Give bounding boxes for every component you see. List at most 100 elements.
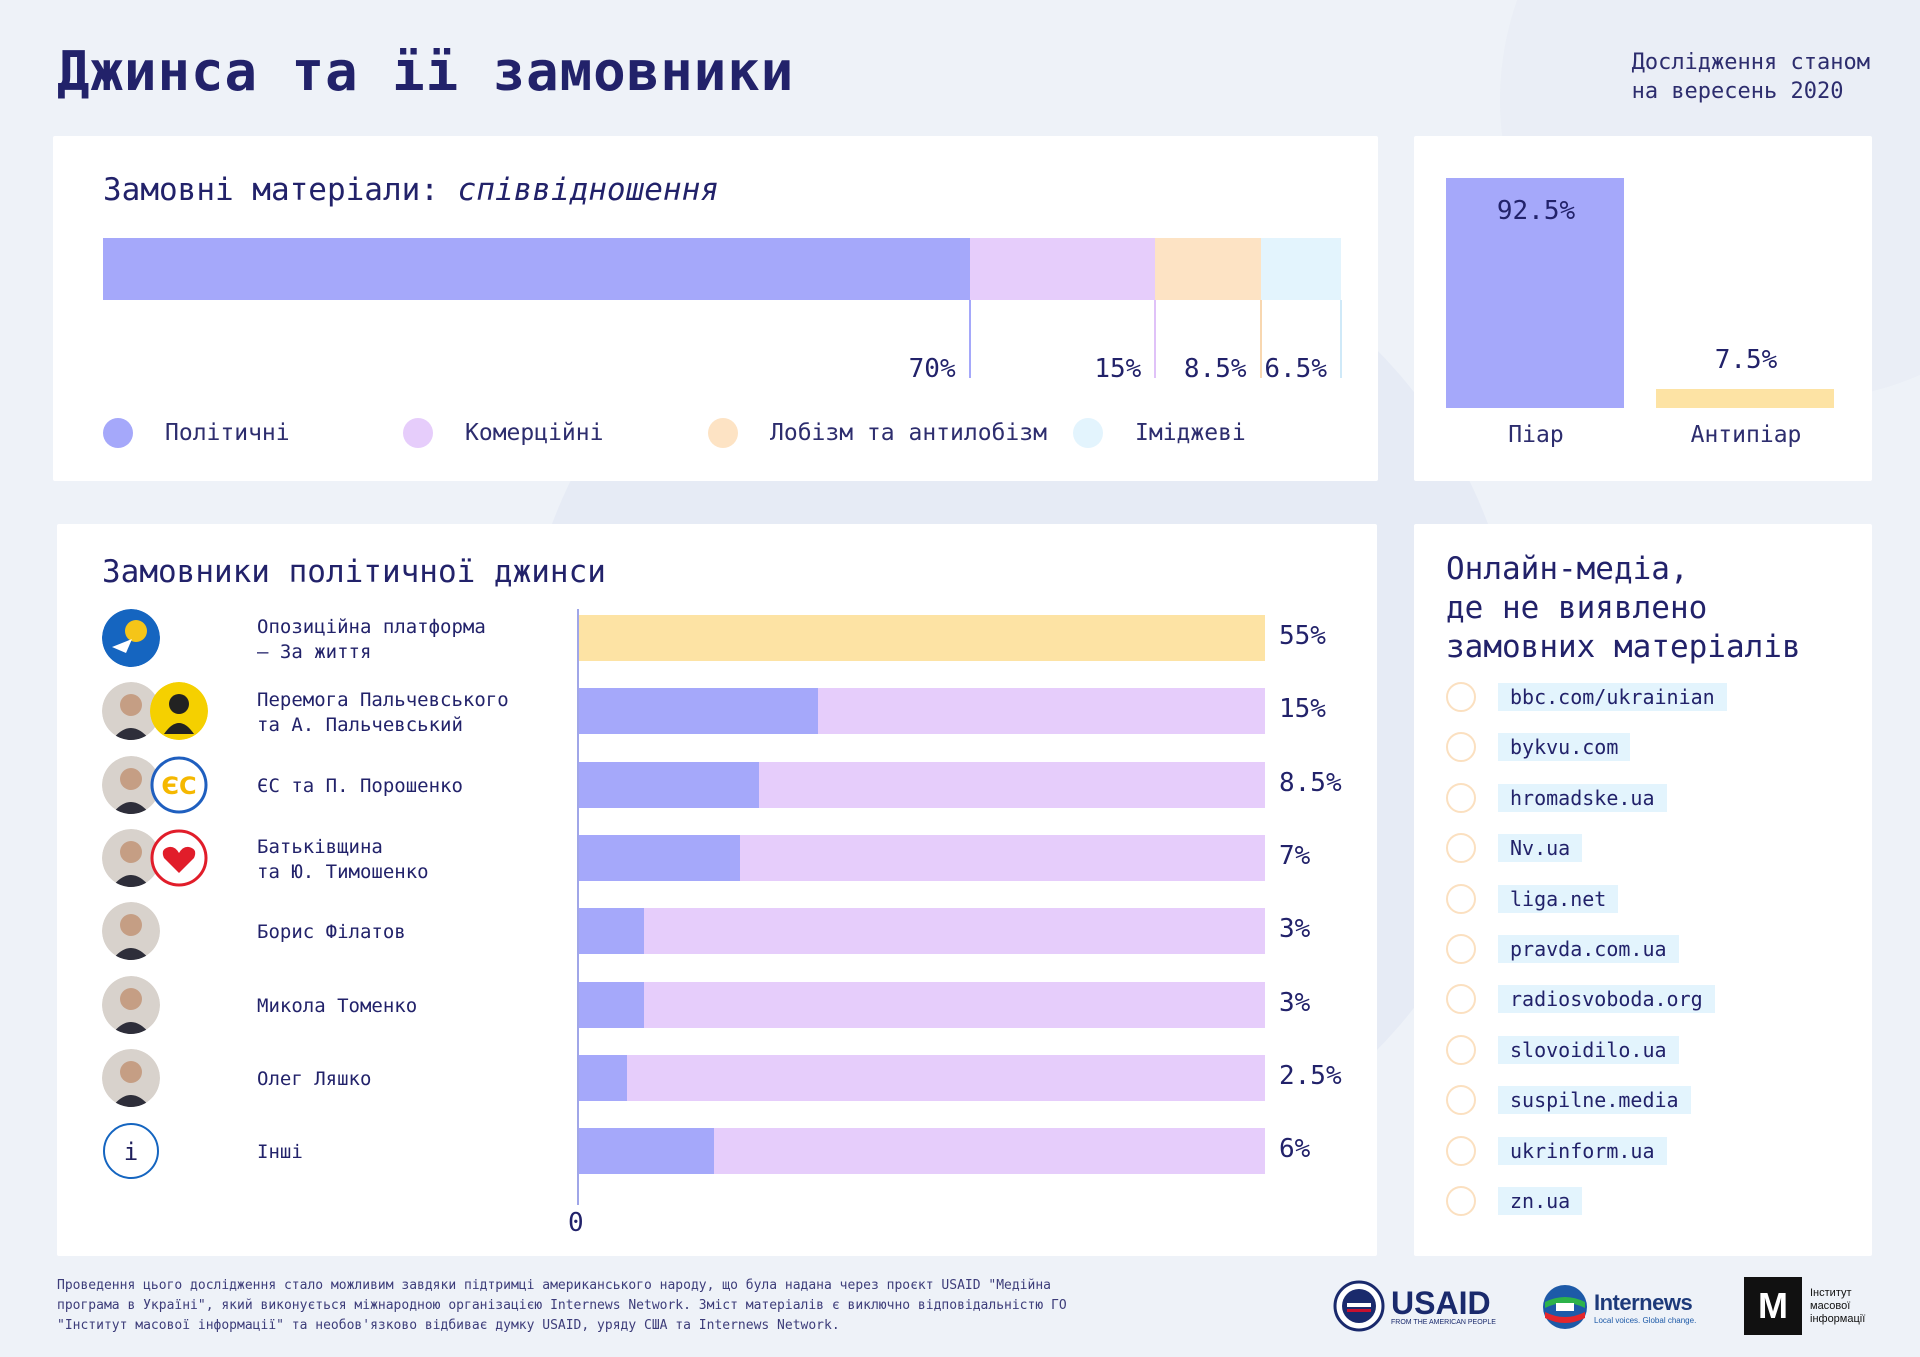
stack-segment — [1155, 238, 1261, 300]
portrait-avatar — [102, 1048, 160, 1107]
stack-value-label: 70% — [908, 354, 956, 384]
subtitle-line: на вересень 2020 — [1631, 79, 1844, 104]
ratio-title-main: Замовні матеріали: — [103, 172, 439, 208]
client-bar — [579, 1054, 1265, 1101]
client-name: Батьківщина та Ю. Тимошенко — [257, 835, 429, 883]
media-list-item: Nv.ua — [1446, 833, 1583, 864]
imi-name: Інститут масової інформації — [1810, 1286, 1866, 1325]
ratio-title-italic: співвідношення — [457, 172, 719, 208]
circle-icon — [1446, 682, 1476, 712]
media-domain: liga.net — [1498, 884, 1619, 913]
client-value-label: 3% — [1279, 987, 1311, 1018]
portrait-avatar — [102, 828, 160, 887]
usaid-seal-icon — [1333, 1280, 1385, 1332]
client-value-label: 6% — [1279, 1134, 1311, 1165]
legend-item: Іміджеві — [1073, 418, 1246, 448]
client-name: Інші — [257, 1141, 303, 1164]
legend-label: Комерційні — [465, 420, 604, 446]
imi-logo: М Інститут масової інформації — [1744, 1277, 1865, 1335]
client-row: Опозиційна платформа – За життя 55% — [57, 609, 1377, 669]
portrait-avatar — [102, 902, 160, 961]
pr-value-label: 92.5% — [1496, 196, 1576, 226]
pr-bar — [1656, 389, 1834, 408]
client-row: Олег Ляшко 2.5% — [57, 1048, 1377, 1109]
page-subtitle: Дослідження станом на вересень 2020 — [1632, 48, 1870, 106]
internews-globe-icon — [1543, 1285, 1587, 1329]
circle-icon — [1446, 1085, 1476, 1116]
client-row: Микола Томенко 3% — [57, 975, 1377, 1036]
client-name: Микола Томенко — [257, 994, 418, 1017]
client-name: Борис Філатов — [257, 921, 406, 944]
media-list-item: bykvu.com — [1446, 732, 1631, 763]
client-bar-fill — [579, 761, 759, 808]
client-bar — [579, 908, 1265, 955]
circle-icon — [1446, 1034, 1476, 1065]
imi-m-icon: М — [1744, 1277, 1802, 1335]
party-logo-icon — [150, 829, 208, 887]
stack-tick — [1154, 300, 1157, 378]
client-value-label: 7% — [1279, 840, 1311, 871]
usaid-name: USAID — [1391, 1284, 1491, 1321]
legend-label: Лобізм та антилобізм — [770, 420, 1047, 446]
pr-value-label: 7.5% — [1714, 345, 1778, 376]
pr-card: 92.5% Піар 7.5% Антипіар — [1414, 136, 1872, 481]
circle-icon — [1446, 984, 1476, 1015]
client-value-label: 55% — [1279, 621, 1326, 651]
circle-icon — [1446, 1186, 1476, 1216]
legend-label: Іміджеві — [1135, 420, 1246, 446]
client-value-label: 15% — [1279, 694, 1326, 725]
media-domain: ukrinform.ua — [1498, 1136, 1667, 1165]
stack-value-label: 6.5% — [1264, 354, 1327, 384]
client-value-label: 2.5% — [1279, 1060, 1342, 1091]
client-value-label: 3% — [1279, 914, 1311, 945]
subtitle-line: Дослідження станом — [1631, 50, 1870, 75]
usaid-logo: USAID FROM THE AMERICAN PEOPLE — [1333, 1280, 1496, 1332]
media-list-item: bbc.com/ukrainian — [1446, 682, 1727, 712]
circle-icon — [1446, 833, 1476, 864]
media-list-item: liga.net — [1446, 883, 1619, 914]
client-row: i Інші 6% — [57, 1122, 1377, 1182]
media-list-item: zn.ua — [1446, 1186, 1583, 1216]
party-logo-icon: ЄС — [150, 756, 208, 814]
internews-logo: Internews Local voices. Global change. — [1542, 1284, 1696, 1330]
media-domain: hromadske.ua — [1498, 783, 1667, 812]
legend-swatch — [708, 418, 738, 448]
client-bar-fill — [579, 834, 741, 881]
client-bar — [579, 834, 1265, 881]
stack-segment — [1260, 238, 1341, 300]
media-list-item: suspilne.media — [1446, 1085, 1691, 1116]
client-name: Опозиційна платформа – За життя — [257, 616, 486, 663]
media-list-item: pravda.com.ua — [1446, 934, 1679, 964]
client-row: ЄС ЄС та П. Порошенко 8.5% — [57, 755, 1377, 816]
stack-value-label: 8.5% — [1183, 354, 1247, 384]
media-domain: Nv.ua — [1498, 834, 1583, 863]
client-name: Перемога Пальчевського та А. Пальчевськи… — [257, 689, 509, 737]
client-bar-fill — [579, 1128, 715, 1175]
media-domain: pravda.com.ua — [1498, 935, 1679, 963]
media-list-item: radiosvoboda.org — [1446, 984, 1715, 1015]
clients-card: Замовники політичної джинси 0 Опозиційна… — [57, 524, 1377, 1256]
circle-icon — [1446, 732, 1476, 763]
portrait-avatar — [102, 682, 160, 741]
internews-tagline: Local voices. Global change. — [1594, 1315, 1697, 1325]
party-logo-icon — [102, 609, 160, 667]
media-list-item: ukrinform.ua — [1446, 1135, 1667, 1166]
legend-swatch — [1073, 418, 1103, 448]
ratio-card: Замовні матеріали: співвідношення 70% 15%… — [53, 136, 1378, 481]
party-logo-icon — [150, 682, 208, 741]
svg-text:ЄС: ЄС — [161, 772, 196, 800]
stack-value-label: 15% — [1094, 354, 1142, 384]
internews-name: Internews — [1594, 1289, 1693, 1315]
stacked-bar — [103, 238, 1341, 300]
portrait-avatar — [102, 975, 160, 1034]
media-domain: bykvu.com — [1498, 733, 1631, 762]
axis-line — [577, 609, 579, 1205]
client-bar — [579, 615, 1265, 661]
stack-segment — [103, 238, 970, 300]
client-bar — [579, 688, 1265, 735]
stack-segment — [969, 238, 1156, 300]
client-bar — [579, 1128, 1265, 1175]
client-bar-fill — [579, 688, 818, 735]
clients-title: Замовники політичної джинси — [102, 554, 606, 590]
legend-item: Комерційні — [403, 418, 603, 448]
